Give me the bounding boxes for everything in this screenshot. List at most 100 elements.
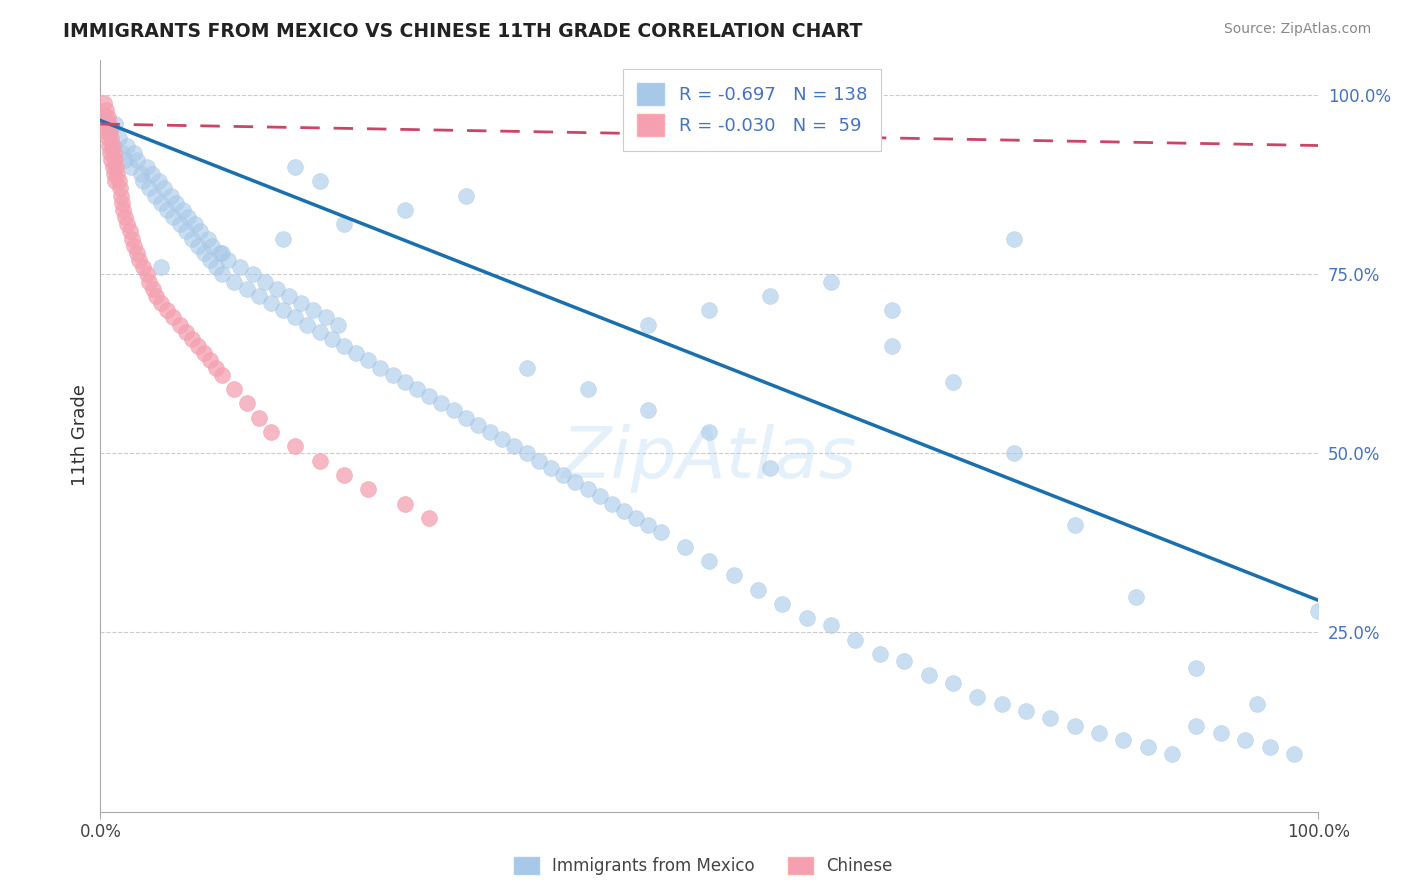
Legend: R = -0.697   N = 138, R = -0.030   N =  59: R = -0.697 N = 138, R = -0.030 N = 59 [623,69,882,151]
Point [141,167,163,181]
Point [966,690,988,704]
Point [93,110,115,124]
Point [180,332,202,346]
Point [917,668,939,682]
Point [308,325,330,339]
Point [394,202,416,217]
Point [96,103,118,117]
Point [211,368,233,382]
Point [697,303,720,318]
Point [205,360,228,375]
Point [97,138,120,153]
Point [278,289,301,303]
Point [242,268,264,282]
Point [129,167,152,181]
Point [942,375,965,389]
Point [187,339,209,353]
Point [1002,232,1025,246]
Point [308,453,330,467]
Point [418,511,440,525]
Point [107,131,129,145]
Point [1136,740,1159,755]
Point [98,124,121,138]
Point [174,224,197,238]
Point [333,217,356,231]
Point [247,410,270,425]
Point [1161,747,1184,762]
Point [613,504,636,518]
Point [162,310,184,325]
Point [266,282,288,296]
Point [103,167,125,181]
Point [370,360,392,375]
Point [132,174,155,188]
Point [180,232,202,246]
Point [229,260,252,275]
Point [271,303,294,318]
Point [193,346,215,360]
Point [111,145,134,160]
Point [637,403,659,417]
Point [1209,725,1232,739]
Point [150,260,173,275]
Point [152,181,174,195]
Point [114,153,136,167]
Point [297,318,319,332]
Point [1185,661,1208,675]
Point [96,124,118,138]
Point [576,483,599,497]
Point [1039,711,1062,725]
Point [103,145,125,160]
Point [104,117,127,131]
Point [205,260,228,275]
Point [93,95,115,110]
Point [101,138,124,153]
Point [162,210,184,224]
Point [160,188,183,202]
Point [143,188,166,202]
Point [184,217,207,231]
Point [491,432,513,446]
Point [467,417,489,432]
Point [600,497,623,511]
Point [1063,718,1085,732]
Point [1234,732,1257,747]
Point [820,618,842,632]
Point [97,131,120,145]
Point [138,275,160,289]
Point [1185,718,1208,732]
Point [820,275,842,289]
Point [100,153,122,167]
Point [1258,740,1281,755]
Point [193,246,215,260]
Point [271,232,294,246]
Point [880,303,903,318]
Point [211,246,233,260]
Point [284,439,307,453]
Point [145,289,167,303]
Point [169,318,191,332]
Point [454,410,477,425]
Point [315,310,337,325]
Point [224,275,246,289]
Point [224,382,246,396]
Point [1112,732,1135,747]
Point [107,167,129,181]
Point [576,382,599,396]
Point [98,124,121,138]
Point [156,202,179,217]
Point [321,332,343,346]
Point [111,195,134,210]
Point [637,318,659,332]
Point [100,131,122,145]
Point [503,439,526,453]
Point [174,325,197,339]
Point [1125,590,1147,604]
Point [326,318,349,332]
Point [208,246,231,260]
Point [333,467,356,482]
Point [1063,518,1085,533]
Point [284,160,307,174]
Point [479,425,502,439]
Point [1015,704,1038,718]
